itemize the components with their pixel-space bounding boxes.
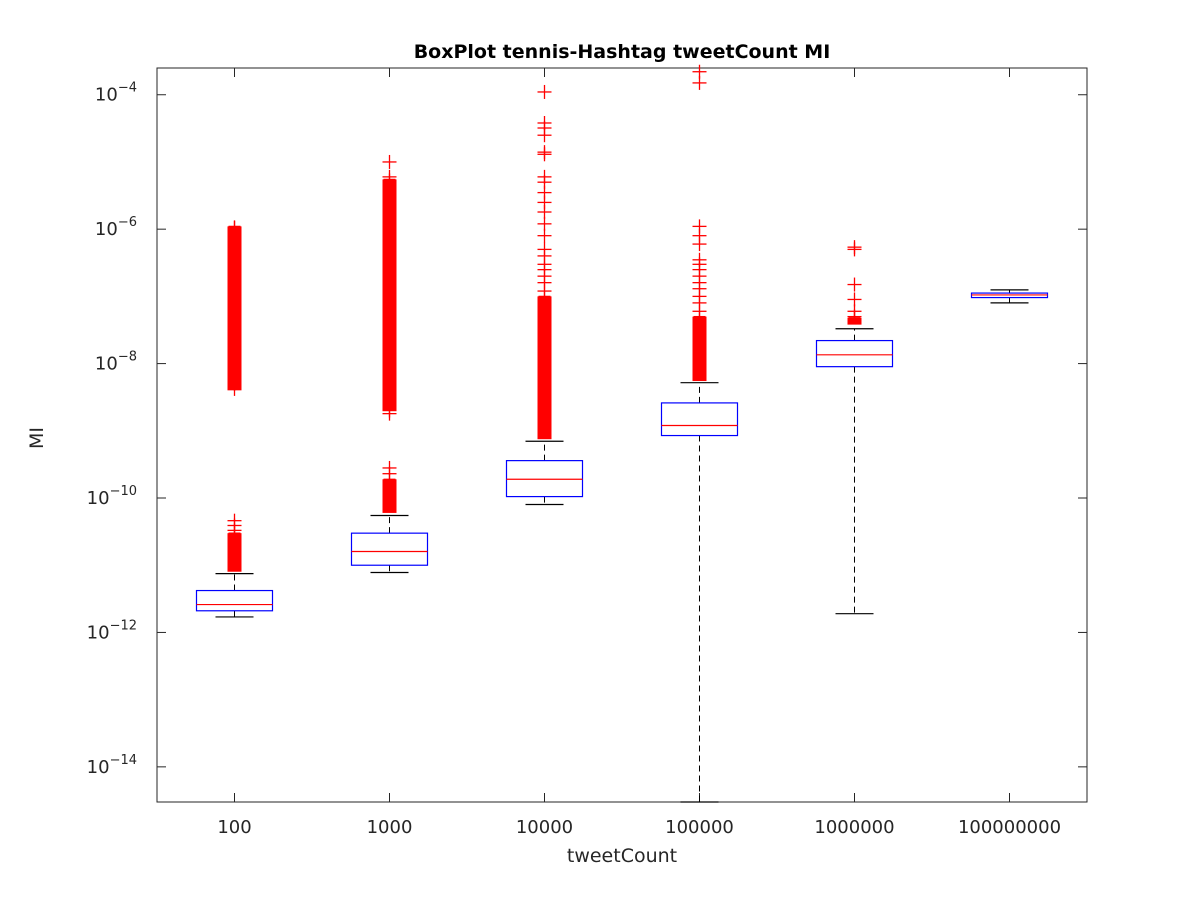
outlier-point <box>847 292 862 307</box>
x-tick-label: 1000 <box>367 817 413 838</box>
outlier-point <box>227 369 242 384</box>
outlier-cluster <box>382 479 397 513</box>
y-tick-label: 10−10 <box>87 484 137 509</box>
plot-area: 10−14 10−12 10−10 10−8 10−6 10−4 100 1000 10000 1… <box>87 64 1088 838</box>
x-axis-label: tweetCount <box>567 845 677 867</box>
outlier-point <box>227 304 242 319</box>
outlier-point <box>227 289 242 304</box>
outlier-point <box>537 242 552 257</box>
outlier-point <box>847 304 862 319</box>
outlier-point <box>537 84 552 99</box>
outlier-point <box>227 220 242 235</box>
iqr-box <box>350 532 429 566</box>
outlier-point <box>382 242 397 257</box>
y-tick-label: 10−6 <box>95 215 137 240</box>
outlier-point <box>382 169 397 184</box>
box-group <box>815 240 894 615</box>
box-group <box>970 289 1049 304</box>
outlier-cluster <box>227 533 242 572</box>
outlier-point <box>537 228 552 243</box>
x-tick-label: 100000000 <box>958 817 1061 838</box>
outlier-point <box>227 344 242 359</box>
outlier-point <box>537 115 552 130</box>
outlier-point <box>227 513 242 528</box>
outlier-point <box>382 201 397 216</box>
y-tick-label: 10−12 <box>87 618 137 643</box>
outlier-cluster <box>382 179 397 411</box>
box-group <box>660 64 739 803</box>
iqr-box <box>195 589 274 612</box>
outlier-point <box>847 277 862 292</box>
outlier-point <box>382 269 397 284</box>
y-tick-label: 10−4 <box>95 81 137 106</box>
outlier-point <box>382 376 397 391</box>
outlier-point <box>382 222 397 237</box>
outlier-point <box>537 169 552 184</box>
outlier-point <box>382 154 397 169</box>
y-tick-label: 10−14 <box>87 753 137 778</box>
y-tick-label: 10−8 <box>95 350 137 375</box>
outlier-point <box>227 269 242 284</box>
box-group <box>505 84 584 506</box>
x-tick-label: 10000 <box>516 817 573 838</box>
y-axis-label: MI <box>26 427 48 449</box>
outlier-point <box>382 295 397 310</box>
outlier-point <box>537 145 552 160</box>
box-group <box>350 154 429 574</box>
outlier-point <box>382 356 397 371</box>
outlier-point <box>692 64 707 79</box>
iqr-box <box>815 339 894 368</box>
outlier-point <box>847 240 862 255</box>
outlier-point <box>692 252 707 267</box>
outlier-point <box>537 216 552 231</box>
outlier-point <box>382 460 397 475</box>
x-tick-label: 100000 <box>665 817 734 838</box>
outlier-point <box>382 324 397 339</box>
outlier-point <box>227 248 242 263</box>
outlier-point <box>382 181 397 196</box>
outlier-cluster <box>537 296 552 440</box>
x-tick-label: 100 <box>217 817 251 838</box>
axes-frame <box>156 67 1088 803</box>
x-tick-label: 1000000 <box>814 817 894 838</box>
outlier-point <box>382 403 397 418</box>
iqr-box <box>505 460 584 498</box>
outlier-point <box>692 219 707 234</box>
outlier-cluster <box>692 316 707 382</box>
box-group <box>195 220 274 618</box>
chart-title: BoxPlot tennis-Hashtag tweetCount MI <box>414 41 831 63</box>
iqr-box <box>660 402 739 437</box>
outlier-point <box>227 324 242 339</box>
